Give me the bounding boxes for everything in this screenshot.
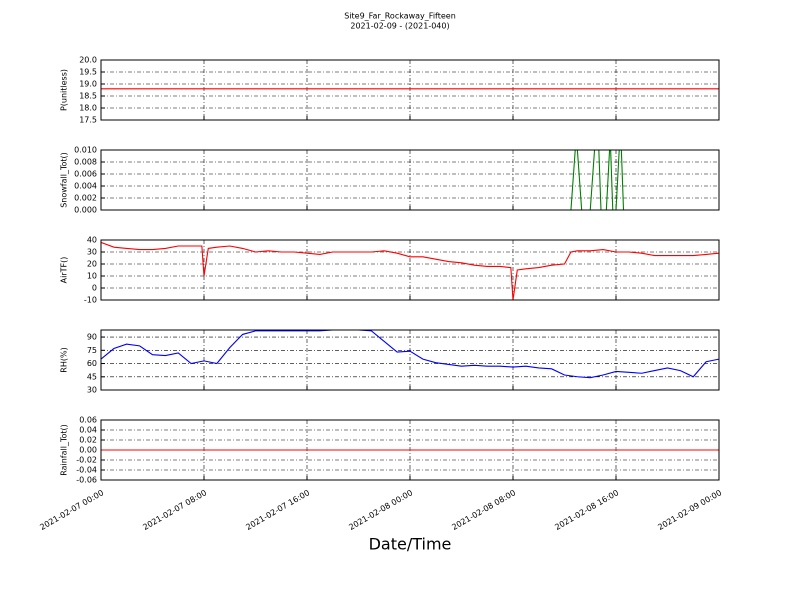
y-tick-label: 30 bbox=[87, 386, 97, 395]
y-axis-label: RH(%) bbox=[60, 347, 69, 372]
y-tick-label: 0.008 bbox=[74, 158, 97, 167]
line bbox=[101, 330, 719, 379]
y-tick-label: -10 bbox=[84, 296, 97, 305]
plot-frame bbox=[100, 419, 720, 481]
plot-frame bbox=[100, 59, 720, 121]
y-tick-label: 0.002 bbox=[74, 194, 97, 203]
y-tick-label: 0.02 bbox=[79, 436, 97, 445]
y-tick-label: 18.5 bbox=[79, 92, 97, 101]
plot-frame bbox=[100, 149, 720, 211]
plot-frame bbox=[100, 239, 720, 301]
plot-frame bbox=[100, 329, 720, 391]
y-tick-label: 20 bbox=[87, 260, 97, 269]
y-tick-label: -0.02 bbox=[76, 456, 97, 465]
y-tick-label: 75 bbox=[87, 346, 97, 355]
y-tick-label: 0.00 bbox=[79, 446, 97, 455]
line bbox=[101, 241, 719, 300]
y-tick-label: 0.006 bbox=[74, 170, 97, 179]
y-axis-label: Snowfall_Tot() bbox=[60, 152, 69, 208]
y-tick-label: 0.004 bbox=[74, 182, 97, 191]
y-tick-label: 60 bbox=[87, 359, 97, 368]
y-tick-label: 0.000 bbox=[74, 206, 97, 215]
y-tick-label: 40 bbox=[87, 236, 97, 245]
y-tick-label: 20.0 bbox=[79, 56, 97, 65]
y-axis-label: AirTF() bbox=[60, 257, 69, 284]
y-tick-label: 19.5 bbox=[79, 68, 97, 77]
y-tick-label: 0.010 bbox=[74, 146, 97, 155]
y-tick-label: 45 bbox=[87, 372, 97, 381]
chart-title: Site9_Far_Rockaway_Fifteen bbox=[344, 12, 456, 21]
y-tick-label: 10 bbox=[87, 272, 97, 281]
chart-subtitle: 2021-02-09 - (2021-040) bbox=[350, 22, 449, 31]
y-axis-label: P(unitless) bbox=[60, 69, 69, 111]
y-axis-label: Rainfall_Tot() bbox=[60, 424, 69, 476]
y-tick-label: -0.06 bbox=[76, 476, 97, 485]
y-tick-label: -0.04 bbox=[76, 466, 97, 475]
y-tick-label: 90 bbox=[87, 333, 97, 342]
y-tick-label: 18.0 bbox=[79, 104, 97, 113]
y-tick-label: 0.06 bbox=[79, 416, 97, 425]
y-tick-label: 0 bbox=[92, 284, 97, 293]
x-axis-label: Date/Time bbox=[369, 535, 452, 554]
y-tick-label: 19.0 bbox=[79, 80, 97, 89]
y-tick-label: 30 bbox=[87, 248, 97, 257]
y-tick-label: 0.04 bbox=[79, 426, 97, 435]
y-tick-label: 17.5 bbox=[79, 116, 97, 125]
